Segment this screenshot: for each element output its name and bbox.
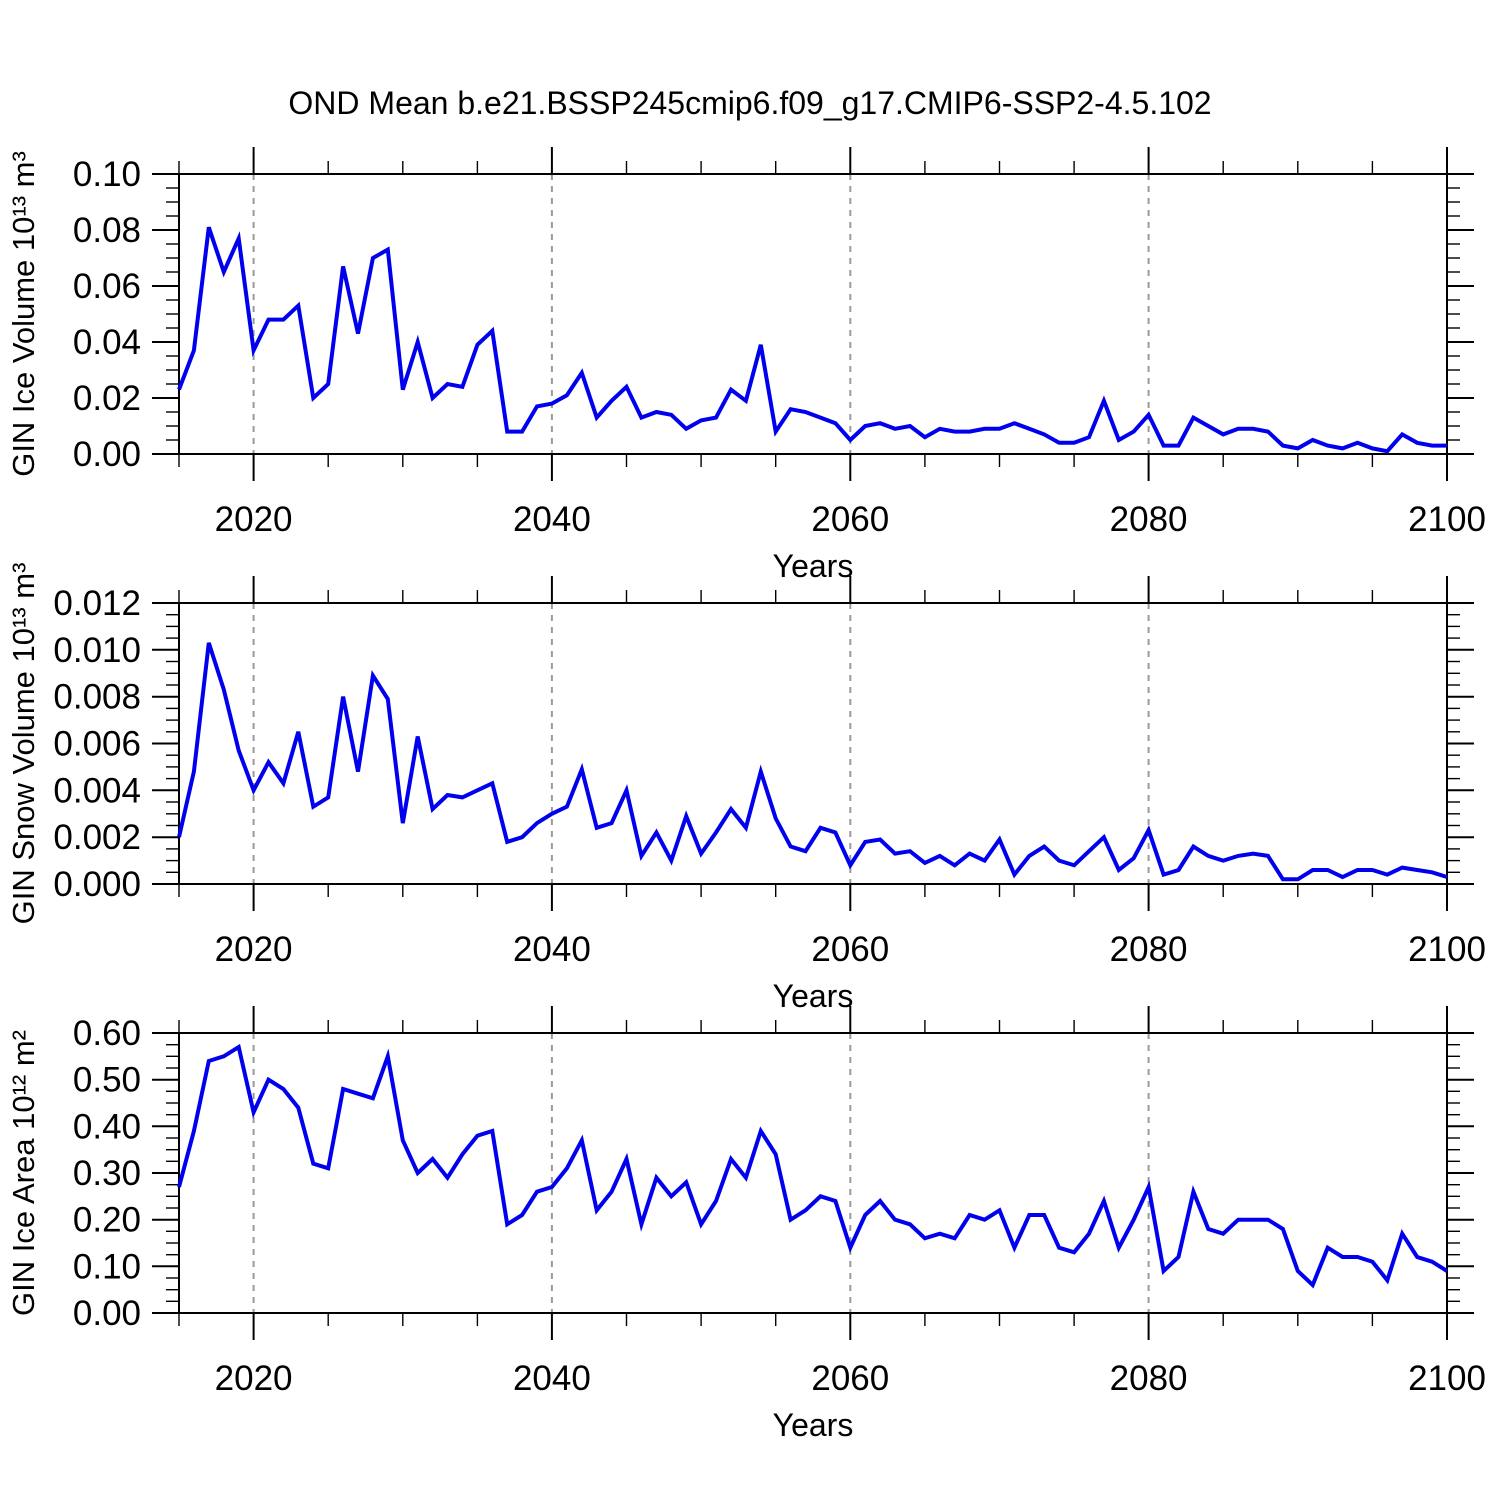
y-axis-ticks (152, 173, 1474, 455)
snow-volume-series-line (177, 642, 1448, 882)
y-axis-title: GIN Snow Volume 10¹³ m³ (6, 563, 41, 925)
y-tick-label: 0.06 (73, 267, 141, 306)
x-tick-label: 2100 (1408, 1359, 1486, 1398)
plot-frame (178, 173, 1448, 455)
x-tick-label: 2100 (1408, 500, 1486, 539)
x-tick-label: 2040 (513, 1359, 591, 1398)
x-axis-ticks (178, 576, 1448, 911)
x-tick-label: 2080 (1110, 930, 1188, 969)
y-tick-label: 0.002 (53, 818, 141, 857)
y-tick-label: 0.60 (73, 1014, 141, 1053)
ice-area-series-line (177, 1043, 1449, 1289)
y-tick-label: 0.10 (73, 1247, 141, 1286)
x-tick-label: 2020 (215, 500, 293, 539)
x-tick-label: 2060 (811, 500, 889, 539)
y-tick-label: 0.010 (53, 631, 141, 670)
snow-volume-chart: 0.000 0.002 0.004 0.006 0.008 0.010 0.012 2020 2… (6, 563, 1486, 1014)
ice-area-chart: 0.00 0.10 0.20 0.30 0.40 0.50 0.60 2020 2040 2060… (6, 1006, 1486, 1443)
y-axis-ticks (152, 1032, 1474, 1314)
x-tick-label: 2080 (1110, 500, 1188, 539)
x-tick-label: 2080 (1110, 1359, 1188, 1398)
y-tick-label: 0.02 (73, 379, 141, 418)
y-tick-label: 0.20 (73, 1201, 141, 1240)
y-tick-label: 0.40 (73, 1107, 141, 1146)
y-tick-label: 0.04 (73, 323, 141, 362)
y-axis-ticks (152, 602, 1474, 885)
y-tick-label: 0.00 (73, 435, 141, 474)
y-tick-label: 0.012 (53, 584, 141, 623)
x-axis-ticks (178, 147, 1448, 481)
y-tick-label: 0.00 (73, 1294, 141, 1333)
x-tick-label: 2100 (1408, 930, 1486, 969)
x-axis-title: Years (773, 1407, 854, 1443)
x-tick-label: 2040 (513, 500, 591, 539)
plot-frame (178, 1032, 1448, 1314)
y-tick-label: 0.000 (53, 865, 141, 904)
x-tick-label: 2020 (215, 1359, 293, 1398)
x-tick-label: 2060 (811, 1359, 889, 1398)
y-tick-label: 0.008 (53, 678, 141, 717)
y-tick-label: 0.006 (53, 725, 141, 764)
x-axis-title: Years (773, 548, 854, 584)
x-axis-title: Years (773, 978, 854, 1014)
x-tick-label: 2060 (811, 930, 889, 969)
y-tick-label: 0.004 (53, 771, 141, 810)
ice-volume-chart: 0.00 0.02 0.04 0.06 0.08 0.10 2020 2040 2060 2080… (6, 147, 1486, 584)
y-tick-label: 0.50 (73, 1061, 141, 1100)
y-tick-label: 0.30 (73, 1154, 141, 1193)
y-tick-label: 0.08 (73, 211, 141, 250)
y-tick-label: 0.10 (73, 155, 141, 194)
x-tick-label: 2040 (513, 930, 591, 969)
ice-volume-series-line (177, 226, 1447, 454)
figure-title: OND Mean b.e21.BSSP245cmip6.f09_g17.CMIP… (288, 85, 1212, 121)
y-axis-title: GIN Ice Volume 10¹³ m³ (6, 151, 41, 477)
x-tick-label: 2020 (215, 930, 293, 969)
x-axis-ticks (178, 1006, 1448, 1340)
y-axis-title: GIN Ice Area 10¹² m² (6, 1030, 41, 1316)
